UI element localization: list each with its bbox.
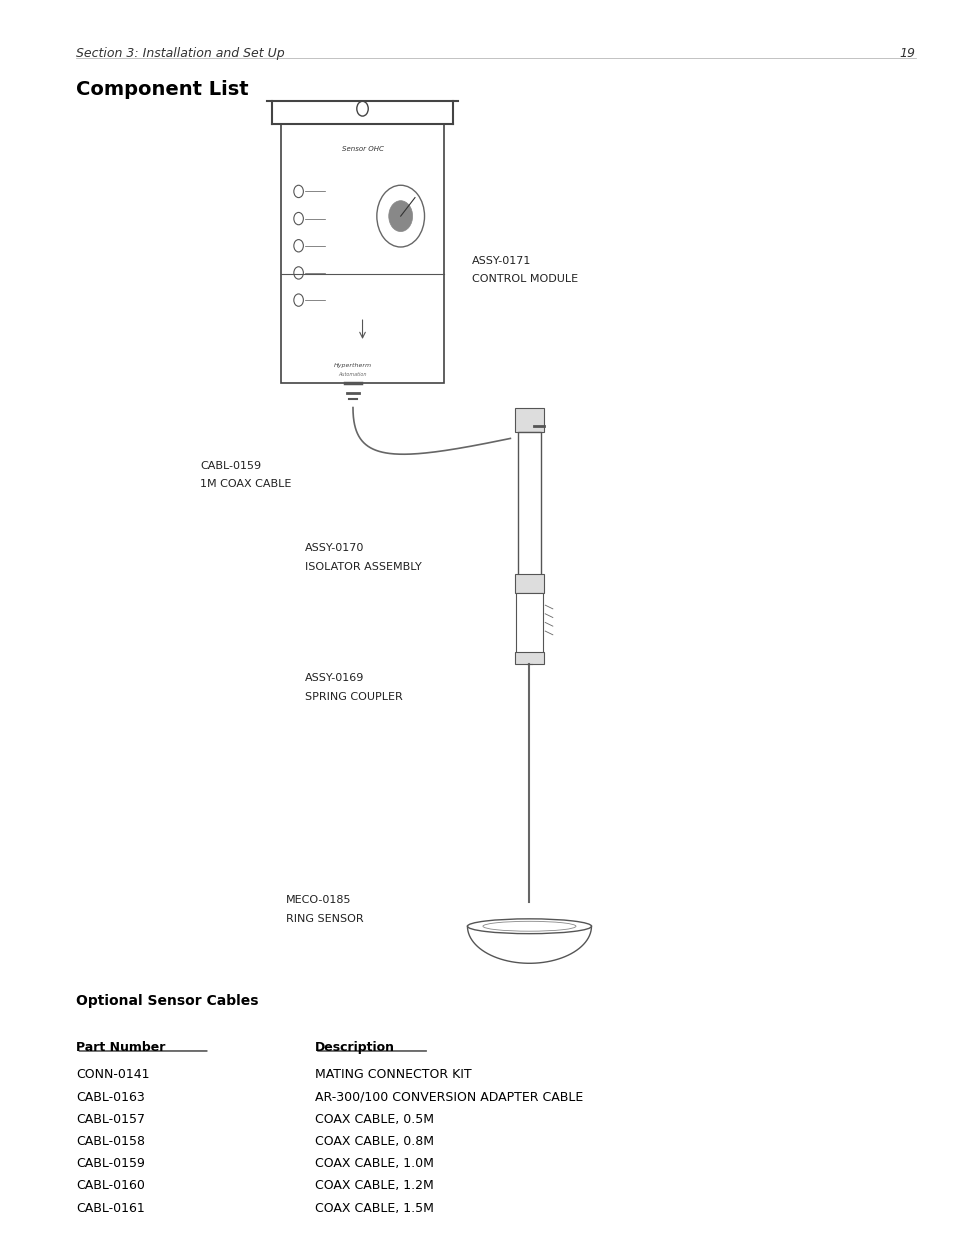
Text: CABL-0160: CABL-0160 [76, 1179, 145, 1193]
Text: 1M COAX CABLE: 1M COAX CABLE [200, 479, 292, 489]
Bar [515, 574, 544, 593]
Text: Description: Description [314, 1041, 395, 1055]
Text: Optional Sensor Cables: Optional Sensor Cables [76, 994, 258, 1008]
Text: ASSY-0170: ASSY-0170 [305, 543, 364, 553]
Text: MATING CONNECTOR KIT: MATING CONNECTOR KIT [314, 1068, 471, 1082]
Text: RING SENSOR: RING SENSOR [286, 914, 363, 924]
Text: ASSY-0169: ASSY-0169 [305, 673, 364, 683]
Text: SPRING COUPLER: SPRING COUPLER [305, 692, 402, 701]
Text: CABL-0159: CABL-0159 [200, 461, 261, 471]
Text: COAX CABLE, 0.8M: COAX CABLE, 0.8M [314, 1135, 434, 1149]
Ellipse shape [467, 919, 591, 934]
Text: COAX CABLE, 1.2M: COAX CABLE, 1.2M [314, 1179, 433, 1193]
Text: CABL-0157: CABL-0157 [76, 1113, 145, 1126]
Text: ISOLATOR ASSEMBLY: ISOLATOR ASSEMBLY [305, 562, 421, 572]
Bar [516, 593, 543, 655]
Text: ASSY-0171: ASSY-0171 [472, 256, 531, 266]
Text: Sensor OHC: Sensor OHC [341, 146, 383, 152]
Text: CABL-0163: CABL-0163 [76, 1091, 145, 1104]
Circle shape [389, 201, 412, 232]
Text: Automation: Automation [338, 372, 367, 377]
Bar [281, 124, 443, 383]
Text: 19: 19 [899, 47, 915, 61]
Text: COAX CABLE, 0.5M: COAX CABLE, 0.5M [314, 1113, 434, 1126]
Text: Part Number: Part Number [76, 1041, 166, 1055]
Text: COAX CABLE, 1.5M: COAX CABLE, 1.5M [314, 1202, 434, 1215]
Text: CONTROL MODULE: CONTROL MODULE [472, 274, 578, 284]
Text: AR-300/100 CONVERSION ADAPTER CABLE: AR-300/100 CONVERSION ADAPTER CABLE [314, 1091, 582, 1104]
Ellipse shape [482, 921, 576, 931]
Text: MECO-0185: MECO-0185 [286, 895, 352, 905]
Bar [515, 652, 544, 664]
Text: Section 3: Installation and Set Up: Section 3: Installation and Set Up [76, 47, 285, 61]
Text: CABL-0161: CABL-0161 [76, 1202, 145, 1215]
Text: Component List: Component List [76, 80, 249, 99]
Text: CABL-0159: CABL-0159 [76, 1157, 145, 1171]
Text: CONN-0141: CONN-0141 [76, 1068, 150, 1082]
Bar [517, 432, 541, 580]
Text: CABL-0158: CABL-0158 [76, 1135, 145, 1149]
Bar [515, 408, 544, 432]
Text: COAX CABLE, 1.0M: COAX CABLE, 1.0M [314, 1157, 434, 1171]
Text: Hypertherm: Hypertherm [334, 363, 372, 368]
